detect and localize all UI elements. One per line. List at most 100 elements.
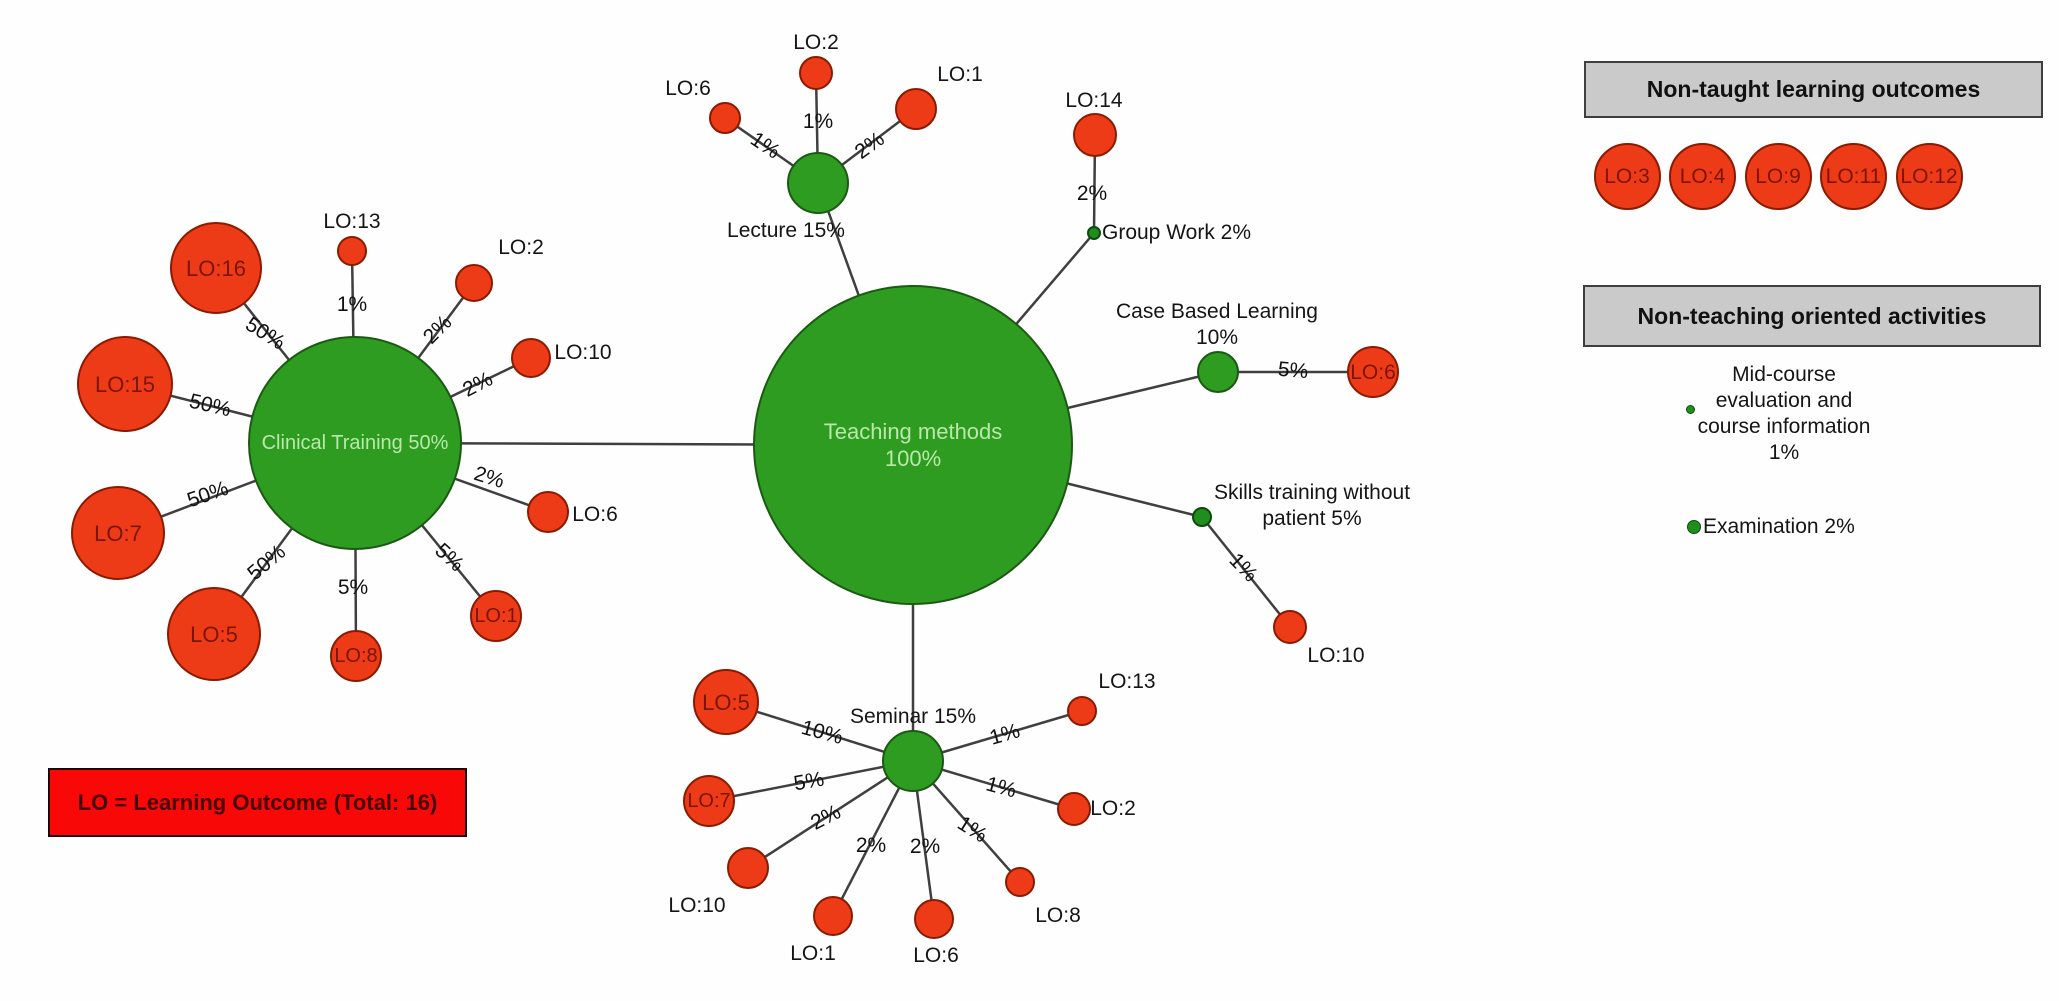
node-clinical-lo16: LO:16: [170, 222, 262, 314]
node-label-seminar-lo6: LO:6: [913, 944, 959, 967]
node-clinical-lo6: [527, 491, 569, 533]
edge-skills-training--skills-lo10: [1201, 516, 1291, 628]
node-groupwork-lo14: [1073, 113, 1117, 157]
examination-label: Examination 2%: [1703, 515, 1855, 538]
legend-circle-label: LO:4: [1679, 164, 1726, 188]
node-label-teaching-methods: Teaching methods 100%: [823, 419, 1003, 471]
legend-note-text: LO = Learning Outcome (Total: 16): [77, 789, 438, 815]
edge-label-clinical-training--clinical-lo8: 5%: [337, 576, 369, 599]
edge-label-seminar--seminar-lo8: 1%: [953, 811, 992, 848]
legend-circle-label: LO:3: [1604, 164, 1650, 188]
node-label-seminar-lo1: LO:1: [790, 942, 836, 965]
node-lecture-lo6: [709, 102, 741, 134]
node-clinical-lo10: [511, 338, 551, 378]
node-label-seminar: Seminar 15%: [849, 705, 977, 728]
node-seminar-lo6: [914, 899, 954, 939]
node-clinical-lo1: LO:1: [470, 590, 522, 642]
node-label-clinical-lo15: LO:15: [95, 371, 155, 397]
non-taught-outcomes-header: Non-taught learning outcomes: [1584, 61, 2043, 118]
node-cbl-lo6: LO:6: [1347, 346, 1399, 398]
node-label-seminar-lo8: LO:8: [1035, 904, 1081, 927]
edge-seminar--seminar-lo10: [747, 759, 914, 870]
node-label-lecture-lo1: LO:1: [937, 63, 983, 86]
node-label-clinical-lo13: LO:13: [323, 210, 381, 233]
non-teaching-activities-title: Non-teaching oriented activities: [1637, 302, 1987, 329]
legend-circle-lo3: LO:3: [1593, 142, 1661, 210]
node-skills-lo10: [1273, 610, 1307, 644]
edge-label-clinical-training--clinical-lo13: 1%: [336, 293, 368, 316]
edge-label-skills-training--skills-lo10: 1%: [1224, 548, 1263, 587]
edge-label-seminar--seminar-lo10: 2%: [807, 800, 845, 835]
edge-label-seminar--seminar-lo1: 2%: [855, 834, 887, 857]
node-seminar-lo2: [1057, 792, 1091, 826]
node-seminar-lo5: LO:5: [693, 669, 759, 735]
node-label-clinical-lo8: LO:8: [334, 644, 378, 667]
node-clinical-lo15: LO:15: [77, 336, 173, 432]
edge-label-clinical-training--clinical-lo6: 2%: [471, 462, 508, 493]
edge-label-seminar--seminar-lo5: 10%: [798, 715, 846, 750]
node-label-seminar-lo2: LO:2: [1090, 797, 1136, 820]
legend-circle-lo9: LO:9: [1744, 142, 1812, 210]
node-label-clinical-lo10: LO:10: [554, 341, 612, 364]
node-lecture-lo1: [895, 88, 937, 130]
node-label-lecture-lo2: LO:2: [793, 31, 839, 54]
node-seminar-lo10: [727, 847, 769, 889]
node-label-clinical-lo1: LO:1: [474, 604, 518, 627]
node-skills-training: [1192, 507, 1212, 527]
node-group-work: [1087, 226, 1101, 240]
edge-label-clinical-training--clinical-lo15: 50%: [187, 389, 234, 422]
edge-label-group-work--groupwork-lo14: 2%: [1076, 182, 1108, 205]
edge-label-seminar--seminar-lo7: 5%: [791, 767, 826, 796]
mid-course-dot-icon: [1686, 405, 1695, 414]
node-teaching-methods: Teaching methods 100%: [753, 285, 1073, 605]
examination-dot-icon: [1687, 520, 1701, 534]
node-label-skills-lo10: LO:10: [1307, 644, 1365, 667]
legend-circle-lo12: LO:12: [1895, 142, 1963, 210]
node-label-seminar-lo10: LO:10: [668, 894, 726, 917]
legend-circle-label: LO:12: [1900, 164, 1958, 188]
node-label-clinical-lo7: LO:7: [94, 520, 142, 546]
node-clinical-lo8: LO:8: [330, 630, 382, 682]
node-clinical-training: Clinical Training 50%: [248, 336, 462, 550]
legend-circle-lo11: LO:11: [1820, 142, 1887, 210]
node-seminar: [882, 730, 944, 792]
node-label-seminar-lo13: LO:13: [1098, 670, 1156, 693]
edge-label-clinical-training--clinical-lo16: 50%: [241, 312, 290, 355]
node-label-cbl-lo6: LO:6: [1350, 360, 1396, 384]
node-clinical-lo2: [455, 264, 493, 302]
node-seminar-lo8: [1005, 867, 1035, 897]
edge-label-clinical-training--clinical-lo7: 50%: [184, 476, 232, 513]
legend-note-box: LO = Learning Outcome (Total: 16): [48, 768, 467, 837]
edge-label-clinical-training--clinical-lo2: 2%: [418, 310, 457, 349]
edge-label-clinical-training--clinical-lo5: 50%: [243, 540, 291, 585]
edge-label-lecture--lecture-lo1: 2%: [850, 127, 889, 164]
node-label-clinical-training: Clinical Training 50%: [261, 431, 449, 454]
non-taught-outcomes-title: Non-taught learning outcomes: [1646, 76, 1981, 102]
legend-circle-label: LO:11: [1825, 164, 1882, 188]
mid-course-evaluation-label: Mid-course evaluation and course informa…: [1697, 363, 1871, 464]
legend-circle-label: LO:9: [1755, 164, 1801, 188]
edge-label-case-based-learning--cbl-lo6: 5%: [1276, 357, 1310, 384]
node-seminar-lo1: [813, 896, 853, 936]
node-label-seminar-lo7: LO:7: [687, 789, 731, 812]
edge-label-clinical-training--clinical-lo1: 5%: [430, 538, 469, 577]
node-clinical-lo7: LO:7: [71, 486, 165, 580]
node-lecture: [787, 152, 849, 214]
node-label-clinical-lo2: LO:2: [498, 236, 544, 259]
edge-label-seminar--seminar-lo13: 1%: [987, 719, 1023, 750]
node-clinical-lo13: [337, 236, 367, 266]
edge-label-lecture--lecture-lo2: 1%: [802, 110, 834, 133]
node-label-clinical-lo16: LO:16: [186, 255, 246, 281]
edge-seminar--seminar-lo7: [708, 759, 914, 803]
node-seminar-lo7: LO:7: [683, 775, 735, 827]
node-label-clinical-lo5: LO:5: [190, 621, 238, 647]
node-label-lecture: Lecture 15%: [727, 219, 845, 242]
legend-circle-lo4: LO:4: [1669, 142, 1736, 210]
node-clinical-lo5: LO:5: [167, 587, 261, 681]
edge-label-lecture--lecture-lo6: 1%: [746, 127, 785, 164]
node-label-clinical-lo6: LO:6: [572, 503, 618, 526]
node-lecture-lo2: [799, 56, 833, 90]
node-label-groupwork-lo14: LO:14: [1065, 89, 1123, 112]
